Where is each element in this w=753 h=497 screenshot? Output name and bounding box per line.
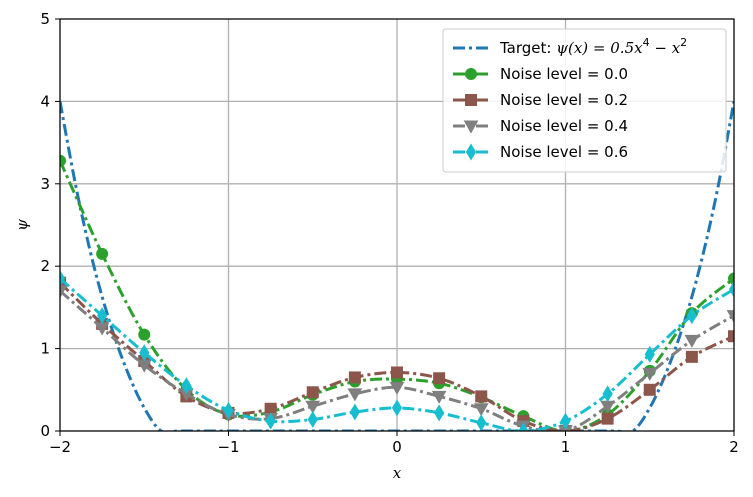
data-point bbox=[391, 399, 403, 417]
data-point bbox=[602, 385, 613, 403]
x-tick-label: −2 bbox=[49, 438, 71, 456]
data-point bbox=[265, 412, 276, 430]
y-tick-label: 3 bbox=[40, 175, 50, 193]
legend-marker bbox=[463, 120, 479, 134]
data-point bbox=[391, 366, 403, 379]
legend-box bbox=[442, 28, 727, 173]
legend-entry: Target: ψ(x) = 0.5x4 − x2 bbox=[453, 36, 687, 57]
data-point bbox=[642, 367, 658, 381]
data-point bbox=[601, 412, 614, 425]
series-4 bbox=[60, 270, 734, 431]
x-tick-label: −1 bbox=[217, 438, 239, 456]
y-tick-label: 5 bbox=[40, 10, 50, 28]
y-tick-label: 1 bbox=[40, 340, 50, 358]
data-point bbox=[389, 381, 405, 395]
data-point bbox=[560, 412, 571, 430]
data-point bbox=[644, 345, 655, 363]
data-point bbox=[264, 402, 277, 415]
legend-label: Noise level = 0.6 bbox=[500, 143, 628, 161]
legend-marker bbox=[465, 143, 477, 161]
data-point bbox=[97, 307, 108, 325]
data-point bbox=[307, 410, 318, 428]
data-point bbox=[348, 371, 361, 384]
data-point bbox=[728, 330, 734, 343]
data-point bbox=[476, 414, 487, 431]
y-axis-label: ψ bbox=[13, 219, 31, 231]
data-point bbox=[475, 390, 488, 403]
data-point bbox=[349, 403, 360, 421]
data-point bbox=[685, 350, 698, 363]
data-point bbox=[473, 403, 489, 417]
data-point bbox=[60, 154, 66, 167]
data-point bbox=[139, 344, 150, 362]
data-point bbox=[60, 285, 68, 299]
legend-entry: Noise level = 0.4 bbox=[453, 117, 628, 135]
data-point bbox=[223, 401, 234, 419]
data-point bbox=[726, 310, 734, 324]
legend-entry: Noise level = 0.6 bbox=[453, 143, 628, 161]
x-tick-label: 1 bbox=[561, 438, 571, 456]
legend-marker bbox=[465, 94, 477, 106]
legend-label: Noise level = 0.0 bbox=[500, 65, 628, 83]
data-point bbox=[686, 307, 697, 325]
data-point bbox=[433, 372, 446, 385]
legend-label: Target: ψ(x) = 0.5x4 − x2 bbox=[499, 36, 687, 57]
x-tick-label: 0 bbox=[392, 438, 402, 456]
data-point bbox=[728, 272, 734, 285]
y-tick-label: 4 bbox=[40, 92, 50, 110]
data-point bbox=[434, 404, 445, 422]
legend: Target: ψ(x) = 0.5x4 − x2 Noise level = 0… bbox=[442, 28, 727, 173]
legend-entry: Noise level = 0.0 bbox=[453, 65, 628, 83]
data-point bbox=[96, 247, 109, 260]
data-point bbox=[518, 422, 529, 431]
data-point bbox=[305, 400, 321, 414]
legend-label: Noise level = 0.2 bbox=[500, 91, 628, 109]
series-line bbox=[60, 289, 734, 431]
series-line bbox=[60, 160, 734, 431]
x-tick-label: 2 bbox=[729, 438, 739, 456]
data-point bbox=[306, 386, 319, 399]
data-point bbox=[347, 388, 363, 402]
ticks: −2 −1 0 1 2 0 1 2 3 4 5 bbox=[40, 10, 738, 456]
legend-label: Noise level = 0.4 bbox=[500, 117, 628, 135]
data-point bbox=[643, 383, 656, 396]
data-point bbox=[138, 328, 151, 341]
data-point bbox=[728, 280, 734, 298]
y-tick-label: 2 bbox=[40, 257, 50, 275]
data-point bbox=[60, 270, 66, 288]
legend-marker bbox=[465, 68, 477, 80]
series-layer bbox=[60, 101, 734, 431]
data-point bbox=[181, 377, 192, 395]
y-tick-label: 0 bbox=[40, 422, 50, 440]
data-point bbox=[431, 390, 447, 404]
data-point bbox=[684, 334, 700, 348]
legend-entry: Noise level = 0.2 bbox=[453, 91, 628, 109]
x-axis-label: x bbox=[393, 464, 402, 482]
